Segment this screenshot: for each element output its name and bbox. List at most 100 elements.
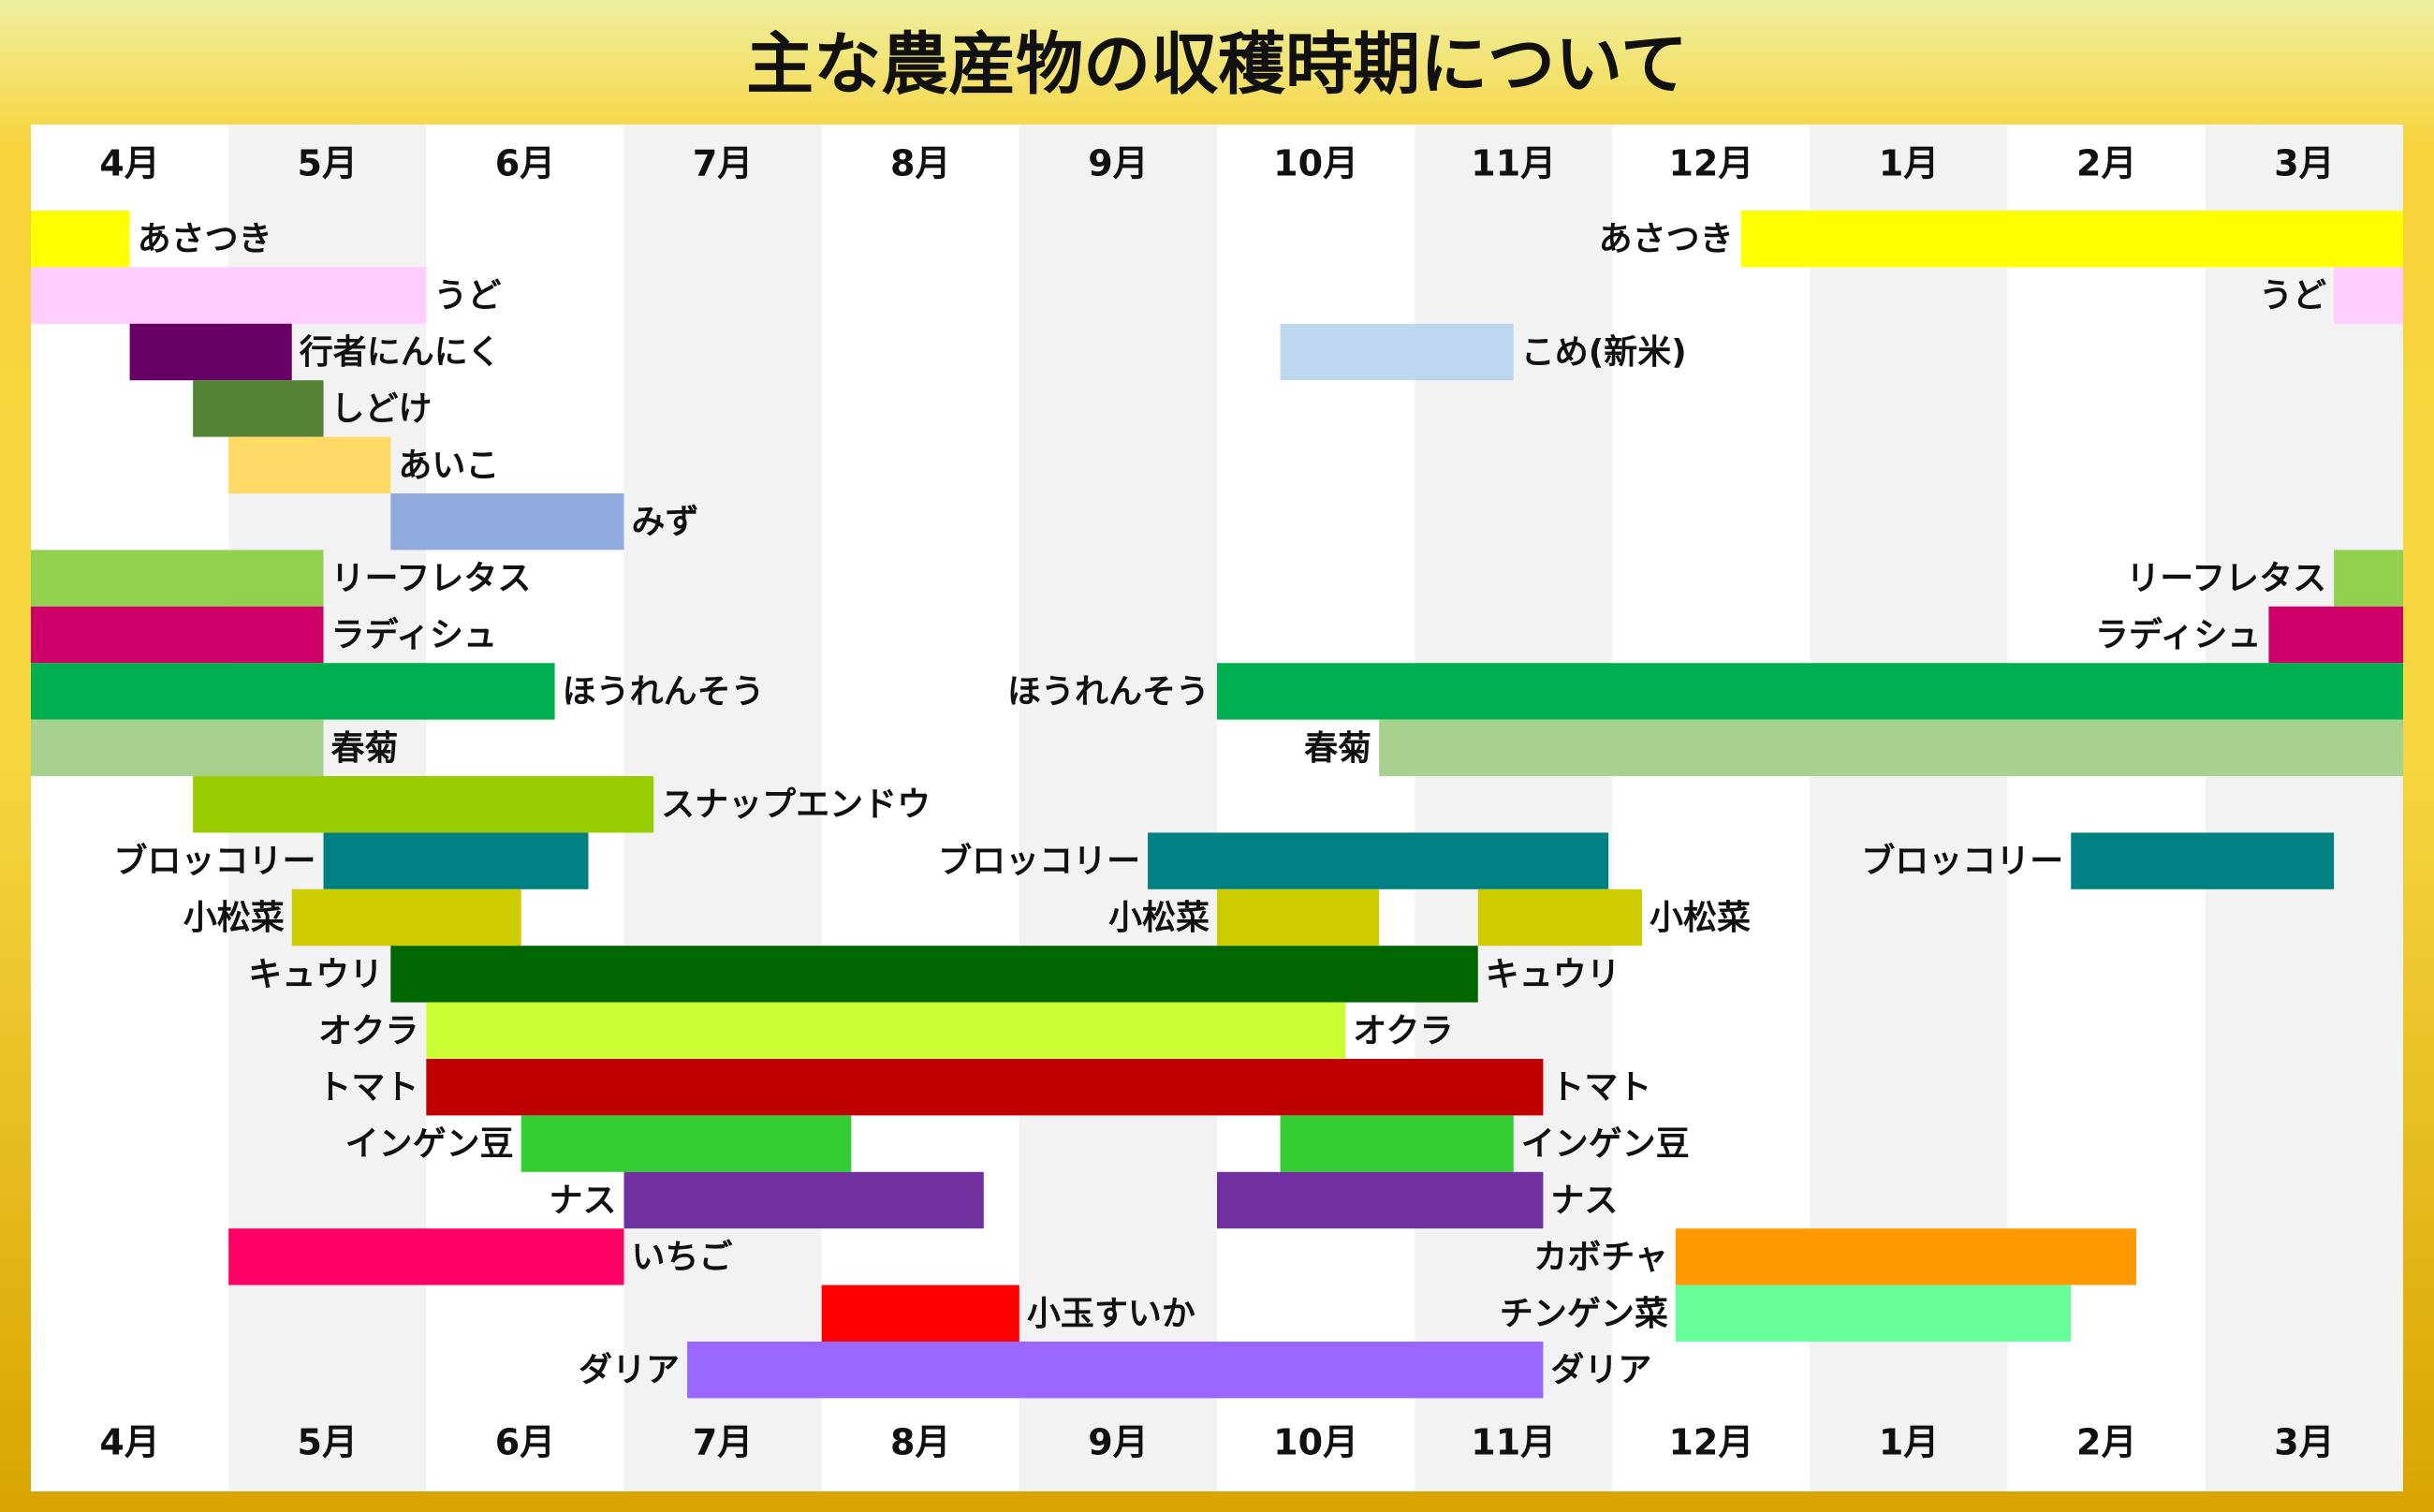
month-label-bottom: 2月 bbox=[2076, 1422, 2136, 1463]
crop-label: ナス bbox=[1550, 1182, 1618, 1220]
crop-label: 行者にんにく bbox=[300, 333, 501, 372]
crop-label: あいこ bbox=[398, 447, 499, 485]
chart-title: 主な農産物の収穫時期について bbox=[746, 25, 1688, 104]
harvest-bar bbox=[291, 888, 521, 947]
harvest-bar bbox=[1477, 888, 1643, 947]
harvest-bar bbox=[31, 267, 427, 324]
harvest-bar bbox=[2071, 832, 2335, 889]
crop-label: 小松菜 bbox=[183, 899, 285, 937]
harvest-bar bbox=[228, 436, 391, 493]
harvest-bar bbox=[31, 550, 324, 607]
month-label-bottom: 5月 bbox=[298, 1422, 358, 1463]
harvest-bar bbox=[1148, 832, 1609, 889]
crop-label: あさつき bbox=[1599, 220, 1734, 258]
month-label-top: 3月 bbox=[2274, 143, 2334, 184]
crop-label: 春菊 bbox=[1304, 729, 1371, 768]
crop-label: チンゲン菜 bbox=[1500, 1295, 1668, 1333]
crop-label: リーフレタス bbox=[2126, 560, 2326, 598]
crop-label: うど bbox=[433, 277, 501, 316]
crop-label: ラディシュ bbox=[2095, 615, 2261, 654]
harvest-bar bbox=[2334, 267, 2403, 324]
crop-label: ほうれんそう bbox=[563, 672, 765, 711]
column-shade bbox=[623, 125, 822, 1491]
month-label-bottom: 9月 bbox=[1088, 1422, 1148, 1463]
crop-label: 小松菜 bbox=[1650, 899, 1751, 937]
month-label-top: 4月 bbox=[99, 143, 159, 184]
harvest-bar bbox=[426, 1059, 1544, 1116]
crop-label: ブロッコリー bbox=[114, 842, 316, 881]
crop-label: ナス bbox=[549, 1182, 616, 1220]
month-label-bottom: 10月 bbox=[1273, 1422, 1358, 1463]
harvest-bar bbox=[1217, 1171, 1544, 1229]
month-label-top: 5月 bbox=[298, 143, 358, 184]
crop-label: いちご bbox=[632, 1238, 733, 1276]
month-label-bottom: 6月 bbox=[495, 1422, 555, 1463]
crop-label: リーフレタス bbox=[331, 560, 532, 598]
crop-label: カボチャ bbox=[1533, 1238, 1668, 1276]
harvest-bar bbox=[1675, 1284, 2072, 1342]
harvest-bar bbox=[623, 1171, 984, 1229]
crop-label: トマト bbox=[317, 1068, 418, 1107]
month-label-top: 6月 bbox=[495, 143, 555, 184]
crop-label: 小玉すいか bbox=[1027, 1295, 1195, 1333]
month-label-bottom: 1月 bbox=[1879, 1422, 1939, 1463]
crop-label: あさつき bbox=[138, 220, 272, 258]
harvest-bar bbox=[1280, 323, 1514, 381]
harvest-bar bbox=[2334, 550, 2403, 607]
crop-label: キュウリ bbox=[248, 955, 383, 993]
harvest-bar bbox=[193, 380, 324, 437]
harvest-bar bbox=[193, 776, 654, 833]
crop-label: ブロッコリー bbox=[1861, 842, 2063, 881]
harvest-bar bbox=[31, 663, 555, 720]
harvest-bar bbox=[821, 1284, 1019, 1342]
harvest-bar bbox=[1280, 1115, 1514, 1172]
month-label-bottom: 12月 bbox=[1668, 1422, 1753, 1463]
crop-label: しどけ bbox=[331, 389, 433, 428]
harvest-bar bbox=[129, 323, 292, 381]
crop-label: みず bbox=[632, 503, 699, 541]
month-label-top: 2月 bbox=[2076, 143, 2136, 184]
crop-label: インゲン豆 bbox=[1521, 1125, 1690, 1164]
harvest-bar bbox=[1675, 1228, 2136, 1285]
harvest-bar bbox=[323, 832, 589, 889]
harvest-bar bbox=[521, 1115, 852, 1172]
harvest-bar bbox=[1217, 663, 2403, 720]
harvest-bar bbox=[31, 606, 324, 664]
month-label-bottom: 7月 bbox=[693, 1422, 753, 1463]
month-label-top: 9月 bbox=[1088, 143, 1148, 184]
crop-label: インゲン豆 bbox=[345, 1125, 514, 1164]
crop-label: キュウリ bbox=[1486, 955, 1620, 993]
harvest-bar bbox=[1740, 211, 2403, 268]
harvest-bar bbox=[228, 1228, 624, 1285]
harvest-bar bbox=[390, 946, 1478, 1003]
month-label-top: 11月 bbox=[1471, 143, 1556, 184]
column-shade bbox=[2205, 125, 2403, 1491]
crop-label: 春菊 bbox=[331, 729, 399, 768]
crop-label: ブロッコリー bbox=[938, 842, 1140, 881]
column-shade bbox=[1019, 125, 1217, 1491]
crop-label: 小松菜 bbox=[1108, 899, 1210, 937]
crop-label: うど bbox=[2259, 277, 2326, 316]
month-label-top: 10月 bbox=[1273, 143, 1358, 184]
crop-label: ラディシュ bbox=[331, 615, 497, 654]
crop-label: ダリア bbox=[1550, 1351, 1651, 1389]
crop-label: ダリア bbox=[579, 1351, 680, 1389]
month-label-bottom: 8月 bbox=[890, 1422, 950, 1463]
harvest-bar bbox=[31, 211, 130, 268]
month-label-bottom: 11月 bbox=[1471, 1422, 1556, 1463]
harvest-bar bbox=[426, 1002, 1346, 1059]
month-label-top: 7月 bbox=[693, 143, 753, 184]
harvest-bar bbox=[2268, 606, 2403, 664]
crop-label: ほうれんそう bbox=[1007, 672, 1210, 711]
month-label-top: 1月 bbox=[1879, 143, 1939, 184]
harvest-bar bbox=[390, 493, 624, 550]
crop-label: こめ(新米) bbox=[1521, 333, 1687, 372]
harvest-bar bbox=[1379, 719, 2403, 776]
harvest-bar bbox=[687, 1342, 1544, 1399]
month-label-top: 8月 bbox=[890, 143, 950, 184]
harvest-bar bbox=[1217, 888, 1380, 947]
month-label-bottom: 4月 bbox=[99, 1422, 159, 1463]
crop-label: トマト bbox=[1550, 1068, 1651, 1107]
